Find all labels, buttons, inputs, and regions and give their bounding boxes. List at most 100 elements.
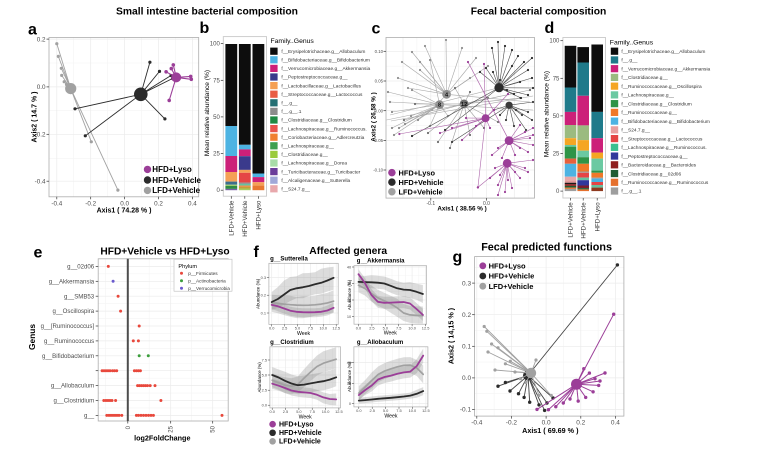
svg-text:-0.1: -0.1 (460, 407, 472, 414)
svg-text:a: a (28, 22, 37, 39)
svg-text:HFD+Lyso: HFD+Lyso (256, 200, 263, 230)
svg-text:Phylum: Phylum (178, 264, 197, 270)
svg-text:12.5: 12.5 (332, 326, 340, 331)
svg-text:HFD+Vehicle: HFD+Vehicle (242, 200, 249, 237)
svg-text:HFD+Lyso: HFD+Lyso (489, 262, 526, 271)
svg-text:2.5: 2.5 (369, 326, 374, 331)
svg-text:0.0: 0.0 (356, 408, 362, 413)
svg-text:Abundance (%): Abundance (%) (347, 279, 352, 310)
svg-text:g__Oscillospira: g__Oscillospira (53, 308, 95, 315)
svg-text:HFD+Vehicle: HFD+Vehicle (580, 202, 587, 239)
svg-text:f__Clostridiaceae.g__: f__Clostridiaceae.g__ (621, 75, 668, 81)
svg-text:f__Lachnospiraceae.g__: f__Lachnospiraceae.g__ (621, 93, 674, 99)
svg-text:Affected genera: Affected genera (309, 246, 387, 257)
svg-text:-0.4: -0.4 (471, 420, 483, 427)
svg-text:0.10: 0.10 (375, 49, 384, 54)
svg-text:HFD+Vehicle: HFD+Vehicle (152, 176, 201, 185)
svg-text:8: 8 (438, 103, 441, 109)
svg-text:Abundance (%): Abundance (%) (257, 362, 262, 393)
svg-text:Fecal bacterial composition: Fecal bacterial composition (471, 7, 607, 18)
svg-text:g__Bifidobacterium: g__Bifidobacterium (42, 353, 94, 360)
svg-text:f__S24.7.g__: f__S24.7.g__ (281, 187, 310, 193)
svg-text:0.4: 0.4 (611, 420, 620, 427)
svg-text:7.5: 7.5 (262, 357, 267, 362)
svg-text:25: 25 (213, 152, 220, 158)
svg-text:0.00: 0.00 (375, 108, 384, 113)
svg-text:-0.2: -0.2 (85, 200, 96, 207)
svg-text:0.0: 0.0 (262, 403, 268, 408)
svg-text:7.5: 7.5 (396, 326, 401, 331)
svg-text:0.0: 0.0 (542, 420, 551, 427)
svg-text:HFD+Lyso: HFD+Lyso (399, 168, 436, 177)
svg-text:f__Lachnospiraceae.g__Dorea: f__Lachnospiraceae.g__Dorea (281, 161, 347, 167)
svg-text:LFD+Vehicle: LFD+Vehicle (279, 439, 321, 446)
svg-text:5.0: 5.0 (383, 326, 389, 331)
svg-text:HFD+Vehicle: HFD+Vehicle (489, 272, 535, 281)
svg-text:Week: Week (297, 331, 311, 337)
svg-text:Axis2 ( 14.7 % ): Axis2 ( 14.7 % ) (32, 92, 39, 143)
svg-text:100: 100 (210, 42, 221, 48)
svg-text:7.5: 7.5 (309, 409, 314, 414)
svg-text:0.2: 0.2 (576, 420, 585, 427)
svg-text:Week: Week (384, 331, 398, 337)
svg-text:0.0: 0.0 (269, 409, 275, 414)
svg-text:Axis2 ( 14,15 % ): Axis2 ( 14,15 % ) (447, 307, 456, 364)
svg-text:-0.05: -0.05 (373, 138, 383, 143)
svg-text:5.0: 5.0 (296, 409, 302, 414)
svg-text:0.2: 0.2 (462, 312, 471, 319)
svg-text:f__.g__: f__.g__ (621, 58, 637, 64)
svg-text:4: 4 (445, 92, 449, 98)
svg-text:12.5: 12.5 (335, 409, 343, 414)
svg-text:LFD+Vehicle: LFD+Vehicle (229, 200, 236, 236)
svg-text:Week: Week (299, 414, 313, 420)
svg-text:10.0: 10.0 (320, 326, 328, 331)
svg-text:-0.4: -0.4 (35, 178, 46, 185)
svg-text:20: 20 (347, 381, 352, 386)
svg-text:f: f (254, 244, 260, 261)
svg-text:LFD+Vehicle: LFD+Vehicle (152, 186, 200, 195)
svg-text:75: 75 (553, 76, 560, 82)
svg-text:12.5: 12.5 (422, 326, 430, 331)
svg-text:f__.g__.1: f__.g__.1 (621, 189, 641, 195)
svg-text:Genus: Genus (27, 324, 37, 350)
svg-text:5.0: 5.0 (295, 326, 301, 331)
svg-text:0.3: 0.3 (462, 280, 471, 287)
svg-text:0: 0 (126, 425, 132, 429)
svg-text:g__Ruminococcus: g__Ruminococcus (44, 338, 94, 345)
svg-text:10.0: 10.0 (409, 408, 417, 413)
svg-text:0.0: 0.0 (120, 200, 129, 207)
svg-text:50: 50 (553, 114, 560, 120)
svg-text:p__Verrucomicrobia: p__Verrucomicrobia (188, 286, 230, 291)
svg-text:c: c (372, 21, 381, 38)
svg-text:0.0: 0.0 (483, 201, 490, 207)
svg-text:g__Sutterella: g__Sutterella (270, 256, 308, 262)
svg-text:7.5: 7.5 (396, 408, 401, 413)
svg-text:0: 0 (556, 189, 560, 195)
svg-text:10: 10 (347, 314, 352, 319)
svg-text:5.0: 5.0 (383, 408, 389, 413)
svg-text:f__Ruminococcaceae.g__: f__Ruminococcaceae.g__ (621, 110, 677, 116)
svg-text:p__Firmicutes: p__Firmicutes (188, 271, 218, 276)
svg-text:f__Lactobacillaceae.g__Lactoba: f__Lactobacillaceae.g__Lactobacillus (281, 83, 361, 89)
svg-text:50: 50 (211, 425, 217, 432)
svg-text:f__Erysipelotrichaceae.g__Allo: f__Erysipelotrichaceae.g__Allobaculum (281, 49, 365, 55)
svg-text:Axis2 ( 26.58 % ): Axis2 ( 26.58 % ) (371, 92, 378, 141)
svg-text:f__Streptococcaceae.g__Lactoco: f__Streptococcaceae.g__Lactococcus (281, 92, 363, 98)
svg-text:25: 25 (169, 425, 175, 432)
svg-text:12: 12 (461, 102, 467, 108)
svg-text:g__: g__ (84, 413, 95, 420)
svg-text:0.1: 0.1 (261, 310, 266, 315)
svg-text:-0.10: -0.10 (373, 168, 383, 173)
svg-text:f__Turicibacteraceae.g__Turici: f__Turicibacteraceae.g__Turicibacter (281, 169, 360, 175)
svg-text:2.5: 2.5 (283, 409, 288, 414)
svg-text:0.05: 0.05 (375, 79, 384, 84)
svg-text:f__Ruminococcaceae.g__Ruminoco: f__Ruminococcaceae.g__Ruminococcus (621, 180, 709, 186)
svg-text:f__.g__.1: f__.g__.1 (281, 109, 301, 115)
svg-text:20: 20 (347, 297, 352, 302)
svg-text:40: 40 (347, 360, 352, 365)
svg-text:f__Clostridiaceae.g__: f__Clostridiaceae.g__ (281, 152, 328, 158)
svg-text:Week: Week (384, 413, 398, 419)
svg-text:f__Alcaligenaceae.g__Sutterell: f__Alcaligenaceae.g__Sutterella (281, 178, 350, 184)
svg-text:f__Verrucomicrobiaceae.g__Akke: f__Verrucomicrobiaceae.g__Akkermansia (621, 66, 710, 72)
svg-text:Abundance (%): Abundance (%) (347, 361, 352, 392)
